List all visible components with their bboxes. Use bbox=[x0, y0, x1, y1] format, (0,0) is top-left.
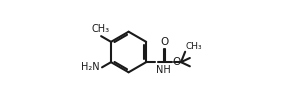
Text: O: O bbox=[172, 57, 180, 67]
Text: CH₃: CH₃ bbox=[92, 24, 110, 34]
Text: NH: NH bbox=[156, 65, 170, 75]
Text: H₂N: H₂N bbox=[81, 62, 99, 72]
Text: O: O bbox=[160, 37, 168, 47]
Text: CH₃: CH₃ bbox=[186, 42, 202, 51]
